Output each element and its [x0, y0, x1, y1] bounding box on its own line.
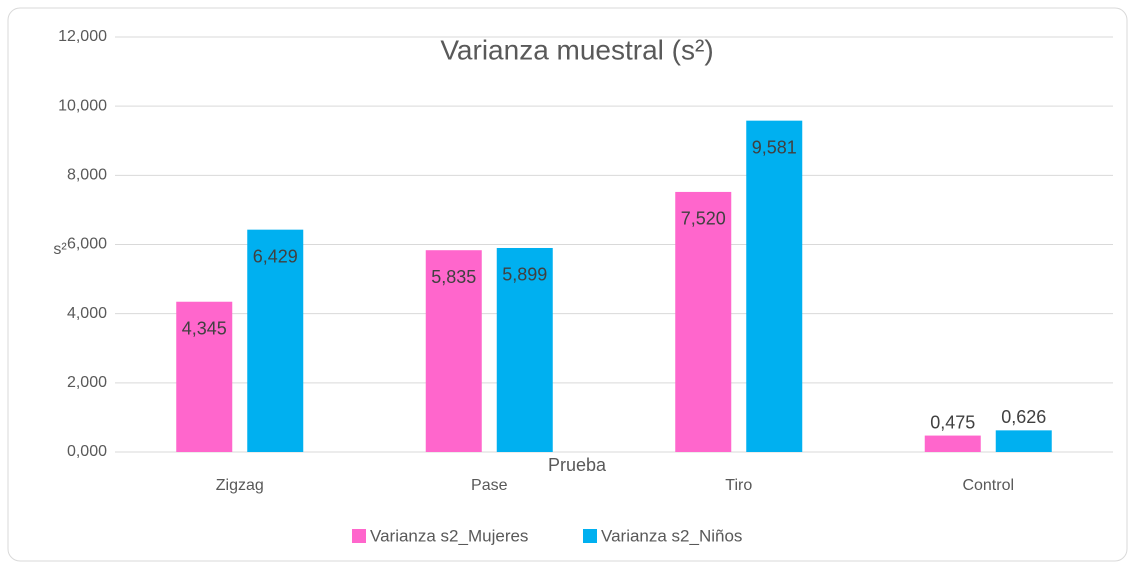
legend-swatch — [583, 529, 597, 543]
x-tick-label: Zigzag — [216, 477, 264, 494]
y-tick-label: 8,000 — [67, 167, 107, 184]
y-tick-label: 12,000 — [58, 28, 107, 45]
legend-label: Varianza s2_Mujeres — [370, 526, 528, 545]
bar — [496, 247, 553, 452]
y-tick-label: 4,000 — [67, 305, 107, 322]
data-label: 6,429 — [253, 246, 298, 266]
data-label: 5,899 — [502, 265, 547, 285]
bar — [247, 229, 304, 452]
chart-title: Varianza muestral (s²) — [440, 34, 713, 65]
y-tick-label: 2,000 — [67, 374, 107, 391]
y-tick-label: 10,000 — [58, 97, 107, 114]
data-label: 4,345 — [182, 318, 227, 338]
data-label: 9,581 — [752, 137, 797, 157]
y-tick-label: 0,000 — [67, 443, 107, 460]
bar — [995, 430, 1052, 452]
y-axis-label: s² — [53, 241, 67, 258]
chart-border — [7, 7, 1128, 562]
data-label: 0,626 — [1001, 407, 1046, 427]
data-label: 5,835 — [431, 267, 476, 287]
x-axis-label: Prueba — [548, 455, 607, 475]
bar — [924, 435, 981, 452]
bar — [176, 301, 233, 452]
legend-swatch — [352, 529, 366, 543]
y-tick-label: 6,000 — [67, 236, 107, 253]
bar — [425, 250, 482, 452]
data-label: 0,475 — [930, 412, 975, 432]
bar — [675, 191, 732, 452]
x-tick-label: Pase — [471, 477, 508, 494]
x-tick-label: Control — [962, 477, 1014, 494]
legend-label: Varianza s2_Niños — [601, 526, 742, 545]
bar — [746, 120, 803, 453]
data-label: 7,520 — [681, 209, 726, 229]
x-tick-label: Tiro — [725, 477, 752, 494]
